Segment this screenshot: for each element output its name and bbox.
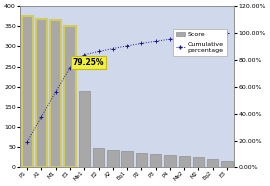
Bar <box>79 91 90 167</box>
Bar <box>122 151 133 167</box>
Legend: Score, Cumulative
percentage: Score, Cumulative percentage <box>173 29 227 56</box>
Bar <box>36 19 47 167</box>
Bar <box>107 150 119 167</box>
Bar <box>22 16 33 167</box>
Bar <box>93 148 104 167</box>
Bar <box>221 161 233 167</box>
Bar <box>178 156 190 167</box>
Bar <box>207 158 218 167</box>
Text: 79.25%: 79.25% <box>73 58 104 67</box>
Bar <box>136 153 147 167</box>
Bar <box>50 20 62 167</box>
Bar <box>64 26 76 167</box>
Bar <box>193 157 204 167</box>
Bar <box>150 155 161 167</box>
Bar <box>164 155 176 167</box>
